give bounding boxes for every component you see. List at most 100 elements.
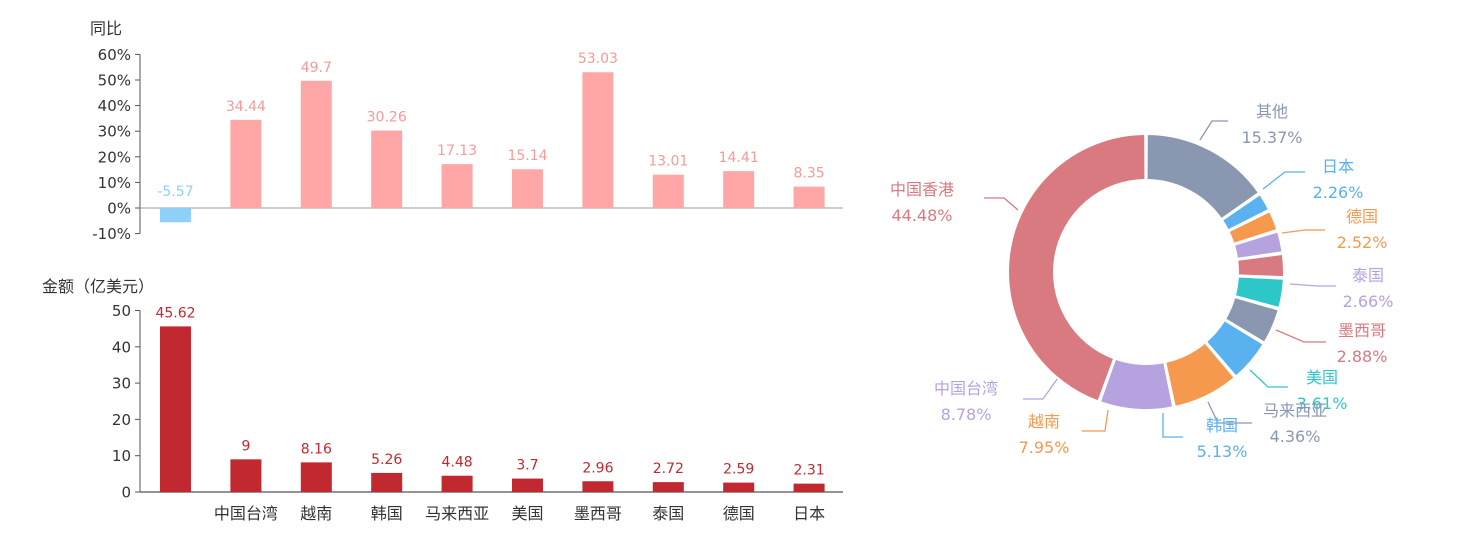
top-bar (512, 169, 543, 208)
bottom-bar (723, 482, 755, 492)
x-category-label: 中国台湾 (214, 504, 278, 523)
bottom-bar (300, 462, 332, 492)
donut-leader-line (1281, 229, 1325, 234)
bottom-bar (582, 481, 614, 492)
donut-slice (1204, 318, 1266, 379)
donut-slice-name: 马来西亚 (1263, 401, 1327, 420)
top-bar-label: 8.35 (794, 166, 825, 182)
top-y-tick-label: 10% (98, 174, 131, 192)
top-bar-label: 34.44 (226, 99, 266, 115)
top-y-tick-label: 40% (98, 97, 131, 115)
donut-slice-name: 日本 (1322, 157, 1354, 176)
bottom-bar (512, 478, 543, 492)
bottom-y-tick-label: 40 (112, 338, 131, 356)
top-bar-label: 17.13 (437, 143, 477, 159)
donut-slice (1220, 192, 1271, 232)
x-category-label: 德国 (723, 504, 755, 523)
top-bar (723, 171, 755, 208)
donut-leader-line (984, 197, 1019, 211)
donut-leader-line (1023, 374, 1061, 400)
donut-slice-name: 其他 (1256, 102, 1288, 121)
donut-slice (1223, 295, 1281, 345)
donut-leader-line (1289, 283, 1336, 287)
x-category-label: 越南 (300, 504, 332, 523)
donut-slice-percent: 3.61% (1297, 394, 1348, 413)
bottom-y-tick-label: 50 (112, 302, 131, 320)
bottom-bar (230, 459, 262, 492)
donut-slice-percent: 15.37% (1241, 128, 1302, 147)
donut-slice-percent: 2.88% (1337, 347, 1388, 366)
donut-slice (1164, 341, 1237, 409)
donut-slice (1007, 132, 1147, 403)
donut-leader-line (1249, 369, 1288, 388)
x-category-label: 泰国 (652, 504, 684, 523)
top-y-tick-label: 20% (98, 148, 131, 166)
bottom-bar-label: 2.96 (582, 460, 613, 476)
x-category-label: 韩国 (371, 504, 403, 523)
top-bar-label: 15.14 (507, 148, 547, 164)
top-bar-label: 30.26 (367, 110, 407, 126)
donut-slice (1236, 252, 1285, 279)
donut-slice-percent: 4.36% (1270, 427, 1321, 446)
bottom-bar-label: 4.48 (442, 455, 473, 471)
bottom-bar-label: 2.59 (723, 462, 754, 478)
top-bar (160, 208, 191, 223)
donut-leader-line (1199, 120, 1228, 141)
bottom-y-axis-title: 金额（亿美元） (42, 277, 154, 296)
donut-slice (1098, 357, 1175, 411)
donut-slice-name: 泰国 (1352, 266, 1384, 285)
top-bar (230, 119, 262, 208)
bottom-y-tick-label: 10 (112, 447, 131, 465)
top-y-axis-title: 同比 (90, 19, 122, 38)
donut-leader-line (1275, 329, 1326, 343)
bottom-y-tick-label: 0 (121, 484, 131, 502)
bottom-bar (441, 475, 473, 492)
bottom-y-tick-label: 30 (112, 375, 131, 393)
top-y-tick-label: 30% (98, 123, 131, 141)
x-category-label: 美国 (511, 504, 543, 523)
top-bar-label: 14.41 (719, 150, 759, 166)
bottom-bar (652, 482, 684, 492)
donut-slice-percent: 44.48% (891, 206, 952, 225)
bottom-bar-label: 9 (241, 438, 250, 454)
bottom-bar-label: 5.26 (371, 452, 402, 468)
donut-slice-percent: 2.52% (1337, 233, 1388, 252)
donut-leader-line (1262, 171, 1305, 190)
x-category-label: 马来西亚 (425, 504, 489, 523)
donut-leader-line (1082, 409, 1109, 432)
donut-slice (1232, 230, 1284, 260)
donut-slice-name: 墨西哥 (1338, 321, 1386, 340)
top-y-tick-label: 0% (107, 200, 131, 218)
donut-leader-line (1162, 413, 1183, 438)
top-bar (582, 72, 614, 209)
donut-slice-percent: 7.95% (1019, 438, 1070, 457)
bottom-bar (793, 483, 825, 492)
x-category-label: 墨西哥 (574, 504, 622, 523)
bottom-bar (160, 326, 191, 492)
top-bar (441, 164, 473, 208)
top-bar (371, 130, 403, 208)
bottom-bar-label: 3.7 (516, 458, 538, 474)
top-y-tick-label: 50% (98, 72, 131, 90)
donut-slice-percent: 2.26% (1313, 183, 1364, 202)
top-bar (300, 80, 332, 208)
donut-slice-name: 越南 (1028, 412, 1060, 431)
bottom-bar-label: 2.31 (794, 463, 825, 479)
donut-slice-name: 美国 (1306, 368, 1338, 387)
top-bar-label: 53.03 (578, 51, 618, 67)
bottom-bar-label: 8.16 (301, 441, 332, 457)
bottom-bar-label: 45.62 (155, 305, 195, 321)
donut-slice (1233, 275, 1285, 310)
top-bar (793, 186, 825, 208)
donut-slice-name: 德国 (1346, 207, 1378, 226)
top-bar-label: 13.01 (648, 154, 688, 170)
bottom-y-tick-label: 20 (112, 411, 131, 429)
donut-slice-percent: 2.66% (1343, 292, 1394, 311)
bottom-bar (371, 472, 403, 492)
top-y-tick-label: 60% (98, 46, 131, 64)
donut-slice-name: 韩国 (1206, 416, 1238, 435)
donut-slice-name: 中国香港 (890, 180, 954, 199)
donut-leader-line (1207, 401, 1252, 424)
